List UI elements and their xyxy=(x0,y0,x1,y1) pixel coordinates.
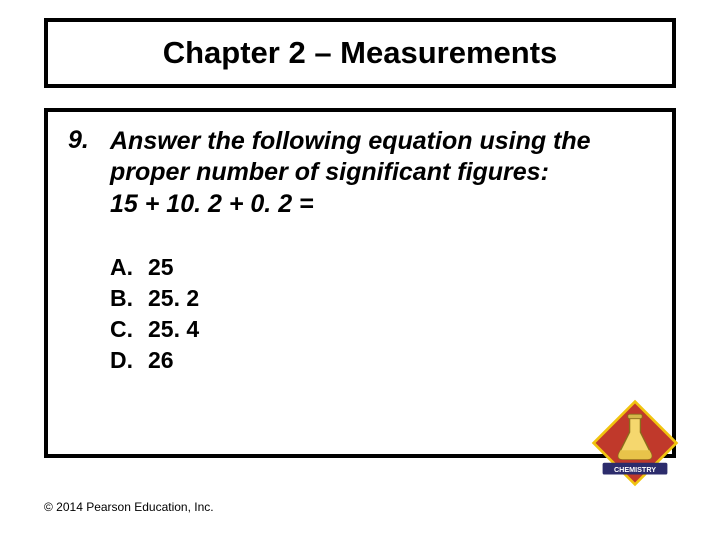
choice-letter: D. xyxy=(110,345,148,376)
choice-letter: A. xyxy=(110,252,148,283)
chemistry-icon: CHEMISTRY xyxy=(590,398,680,488)
banner-label: CHEMISTRY xyxy=(614,465,656,474)
choice-a: A. 25 xyxy=(110,252,652,283)
title-box: Chapter 2 – Measurements xyxy=(44,18,676,88)
question-line-2: proper number of significant figures: xyxy=(110,158,549,186)
choice-letter: B. xyxy=(110,283,148,314)
choice-c: C. 25. 4 xyxy=(110,314,652,345)
question-text: Answer the following equation using the … xyxy=(110,126,591,220)
question-number: 9. xyxy=(68,126,110,155)
choice-b: B. 25. 2 xyxy=(110,283,652,314)
question-line-3: 15 + 10. 2 + 0. 2 = xyxy=(110,190,314,218)
question-row: 9. Answer the following equation using t… xyxy=(68,126,652,220)
copyright-text: © 2014 Pearson Education, Inc. xyxy=(44,500,214,514)
choice-text: 25 xyxy=(148,252,174,283)
choice-letter: C. xyxy=(110,314,148,345)
choice-text: 25. 2 xyxy=(148,283,199,314)
choices-list: A. 25 B. 25. 2 C. 25. 4 D. 26 xyxy=(110,252,652,376)
question-box: 9. Answer the following equation using t… xyxy=(44,108,676,458)
choice-d: D. 26 xyxy=(110,345,652,376)
page-title: Chapter 2 – Measurements xyxy=(163,35,558,71)
choice-text: 25. 4 xyxy=(148,314,199,345)
choice-text: 26 xyxy=(148,345,174,376)
question-line-1: Answer the following equation using the xyxy=(110,127,591,155)
